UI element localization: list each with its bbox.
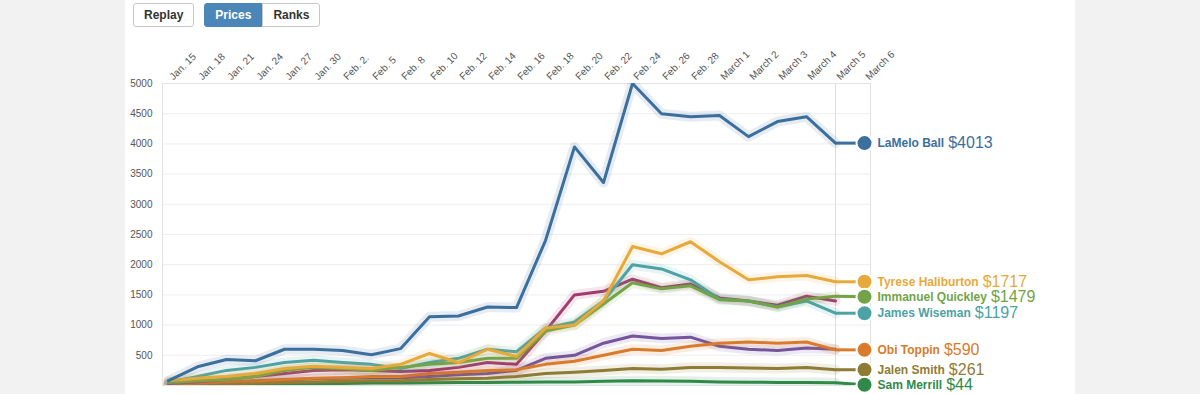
svg-text:Jan. 18: Jan. 18 <box>196 51 227 82</box>
svg-text:Immanuel Quickley: Immanuel Quickley <box>878 290 988 304</box>
svg-text:Feb. 16: Feb. 16 <box>515 50 547 82</box>
svg-text:Feb. 12: Feb. 12 <box>457 50 489 82</box>
svg-text:March 5: March 5 <box>834 48 868 82</box>
svg-text:Jalen Smith: Jalen Smith <box>878 363 945 377</box>
svg-text:Obi Toppin: Obi Toppin <box>878 343 940 357</box>
svg-text:3000: 3000 <box>130 199 153 210</box>
svg-text:March 3: March 3 <box>776 48 810 82</box>
svg-text:Jan. 15: Jan. 15 <box>167 51 198 82</box>
svg-text:Feb. 18: Feb. 18 <box>544 50 576 82</box>
svg-text:Feb. 2.: Feb. 2. <box>341 52 371 82</box>
svg-text:March 4: March 4 <box>805 48 839 82</box>
svg-text:Feb. 14: Feb. 14 <box>486 50 518 82</box>
svg-text:2000: 2000 <box>130 259 153 270</box>
svg-text:March 1: March 1 <box>718 48 752 82</box>
svg-text:Feb. 8: Feb. 8 <box>399 54 427 82</box>
svg-text:Feb. 20: Feb. 20 <box>573 50 605 82</box>
svg-text:$1717: $1717 <box>982 272 1028 290</box>
svg-text:$590: $590 <box>944 341 980 358</box>
svg-text:$1479: $1479 <box>991 288 1036 305</box>
svg-text:Jan. 27: Jan. 27 <box>283 51 314 82</box>
svg-text:Tyrese Haliburton: Tyrese Haliburton <box>878 275 979 289</box>
svg-text:Feb. 28: Feb. 28 <box>689 50 721 82</box>
svg-text:Feb. 24: Feb. 24 <box>631 50 663 82</box>
svg-text:Feb. 26: Feb. 26 <box>660 50 692 82</box>
svg-text:1500: 1500 <box>130 289 153 300</box>
svg-text:500: 500 <box>136 350 153 361</box>
svg-text:Feb. 10: Feb. 10 <box>428 50 460 82</box>
svg-text:$4013: $4013 <box>948 134 993 151</box>
svg-text:4000: 4000 <box>130 138 153 149</box>
html-text:Ranks: Ranks <box>273 8 310 22</box>
svg-text:James Wiseman: James Wiseman <box>878 306 971 320</box>
svg-text:March 6: March 6 <box>863 48 897 82</box>
html-text:Prices: Prices <box>215 8 252 22</box>
svg-text:March 2: March 2 <box>747 48 781 82</box>
svg-text:Jan. 21: Jan. 21 <box>225 51 256 82</box>
svg-text:Feb. 22: Feb. 22 <box>602 50 634 82</box>
svg-text:LaMelo Ball: LaMelo Ball <box>878 136 945 150</box>
svg-text:4500: 4500 <box>130 108 153 119</box>
svg-text:$1197: $1197 <box>975 304 1018 321</box>
svg-text:Jan. 24: Jan. 24 <box>254 51 285 82</box>
svg-text:3500: 3500 <box>130 168 153 179</box>
svg-text:5000: 5000 <box>130 78 153 89</box>
svg-text:1000: 1000 <box>130 319 153 330</box>
svg-text:Feb. 5: Feb. 5 <box>370 54 398 82</box>
html-text:Replay: Replay <box>144 8 184 22</box>
svg-text:2500: 2500 <box>130 229 153 240</box>
svg-text:Sam Merrill: Sam Merrill <box>878 378 943 392</box>
svg-text:Jan. 30: Jan. 30 <box>312 51 343 82</box>
svg-text:$261: $261 <box>948 360 985 378</box>
svg-text:$44: $44 <box>946 376 973 393</box>
